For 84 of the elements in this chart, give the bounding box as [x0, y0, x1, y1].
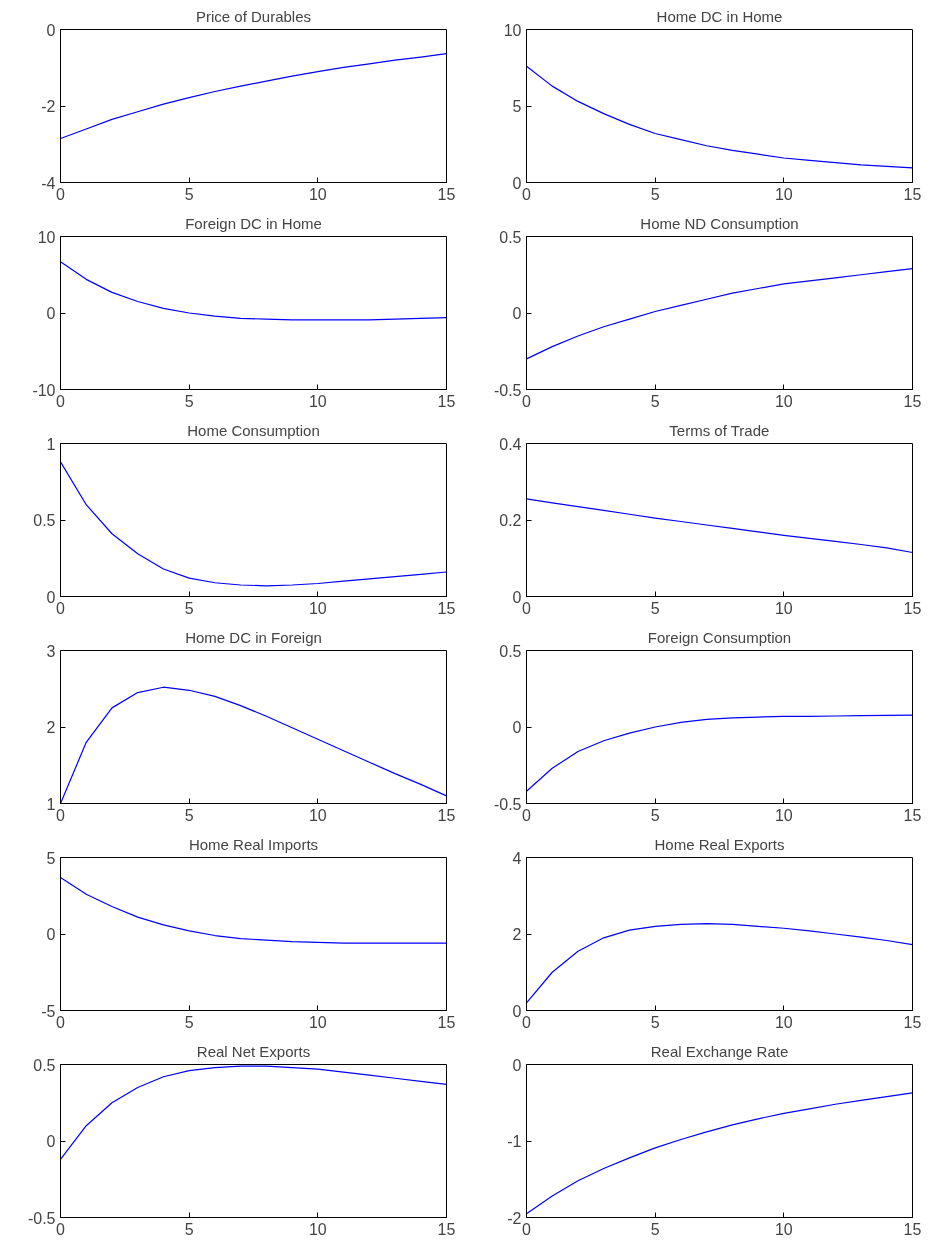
- y-tick-label: 0: [46, 588, 56, 606]
- chart-title: Foreign DC in Home: [185, 214, 322, 232]
- y-tick-label: 10: [37, 228, 56, 246]
- y-tick-label: -0.5: [493, 795, 522, 813]
- y-tick-label: 2: [46, 719, 56, 736]
- chart-title: Real Exchange Rate: [650, 1042, 789, 1060]
- x-tick-label: 10: [308, 185, 327, 203]
- y-tick-label: -4: [41, 174, 56, 192]
- x-tick-label: 10: [774, 1013, 793, 1031]
- x-tick-label: 15: [437, 599, 456, 617]
- x-tick-label: 15: [437, 1013, 456, 1031]
- chart-title: Terms of Trade: [669, 421, 770, 439]
- x-tick-label: 10: [774, 806, 793, 824]
- y-tick-label: 1: [46, 435, 56, 453]
- chart-title: Home Consumption: [187, 421, 320, 439]
- chart-title: Home Real Imports: [188, 835, 319, 853]
- x-tick-label: 10: [308, 806, 327, 824]
- x-tick-label: 15: [903, 599, 922, 617]
- x-tick-label: 5: [184, 1013, 194, 1031]
- y-tick-label: 5: [46, 849, 56, 867]
- chart-title: Real Net Exports: [196, 1042, 311, 1060]
- x-tick-label: 5: [650, 599, 660, 617]
- x-tick-label: 15: [903, 185, 922, 203]
- x-tick-label: 5: [650, 1220, 660, 1238]
- y-tick-label: 0: [46, 1133, 56, 1150]
- y-tick-label: 0.4: [499, 435, 522, 453]
- y-tick-label: -5: [41, 1002, 56, 1020]
- y-tick-label: 0: [512, 174, 522, 192]
- y-tick-label: 0.5: [33, 1056, 56, 1074]
- y-tick-label: -0.5: [493, 381, 522, 399]
- x-tick-label: 15: [437, 185, 456, 203]
- x-tick-label: 15: [903, 392, 922, 410]
- y-tick-label: -10: [32, 381, 56, 399]
- x-tick-label: 10: [308, 1013, 327, 1031]
- x-tick-label: 5: [650, 1013, 660, 1031]
- y-tick-label: 0: [46, 926, 56, 943]
- y-tick-label: 0: [512, 588, 522, 606]
- x-tick-label: 10: [774, 599, 793, 617]
- x-tick-label: 15: [903, 806, 922, 824]
- x-tick-label: 5: [184, 392, 194, 410]
- x-tick-label: 15: [903, 1013, 922, 1031]
- x-tick-label: 5: [184, 185, 194, 203]
- y-tick-label: 0: [512, 1056, 522, 1074]
- y-tick-label: 0: [512, 1002, 522, 1020]
- y-tick-label: 4: [512, 849, 522, 867]
- x-tick-label: 5: [650, 185, 660, 203]
- y-tick-label: 0.5: [499, 228, 522, 246]
- chart-title: Home Real Exports: [654, 835, 785, 853]
- y-tick-label: 5: [512, 98, 522, 115]
- x-tick-label: 10: [308, 1220, 327, 1238]
- y-tick-label: 0: [46, 305, 56, 322]
- x-tick-label: 15: [437, 806, 456, 824]
- x-tick-label: 15: [437, 392, 456, 410]
- chart-title: Price of Durables: [195, 7, 312, 25]
- y-tick-label: 0.5: [33, 512, 56, 529]
- y-tick-label: 0.5: [499, 642, 522, 660]
- x-tick-label: 5: [184, 806, 194, 824]
- chart-title: Home ND Consumption: [640, 214, 799, 232]
- y-tick-label: -2: [507, 1209, 522, 1227]
- y-tick-label: 10: [503, 21, 522, 39]
- x-tick-label: 10: [308, 392, 327, 410]
- x-tick-label: 10: [774, 185, 793, 203]
- chart-title: Home DC in Home: [656, 7, 783, 25]
- x-tick-label: 5: [650, 806, 660, 824]
- y-tick-label: 2: [512, 926, 522, 943]
- x-tick-label: 5: [184, 1220, 194, 1238]
- chart-title: Foreign Consumption: [647, 628, 792, 646]
- y-tick-label: 0: [512, 305, 522, 322]
- y-tick-label: 0: [512, 719, 522, 736]
- y-tick-label: 0.2: [499, 512, 522, 529]
- chart-title: Home DC in Foreign: [185, 628, 322, 646]
- y-tick-label: -2: [41, 98, 56, 115]
- y-tick-label: 1: [46, 795, 56, 813]
- x-tick-label: 10: [308, 599, 327, 617]
- x-tick-label: 10: [774, 392, 793, 410]
- x-tick-label: 5: [184, 599, 194, 617]
- y-tick-label: -0.5: [27, 1209, 56, 1227]
- y-tick-label: 0: [46, 21, 56, 39]
- y-tick-label: -1: [507, 1133, 522, 1150]
- x-tick-label: 10: [774, 1220, 793, 1238]
- y-tick-label: 3: [46, 642, 56, 660]
- x-tick-label: 15: [437, 1220, 456, 1238]
- x-tick-label: 5: [650, 392, 660, 410]
- x-tick-label: 15: [903, 1220, 922, 1238]
